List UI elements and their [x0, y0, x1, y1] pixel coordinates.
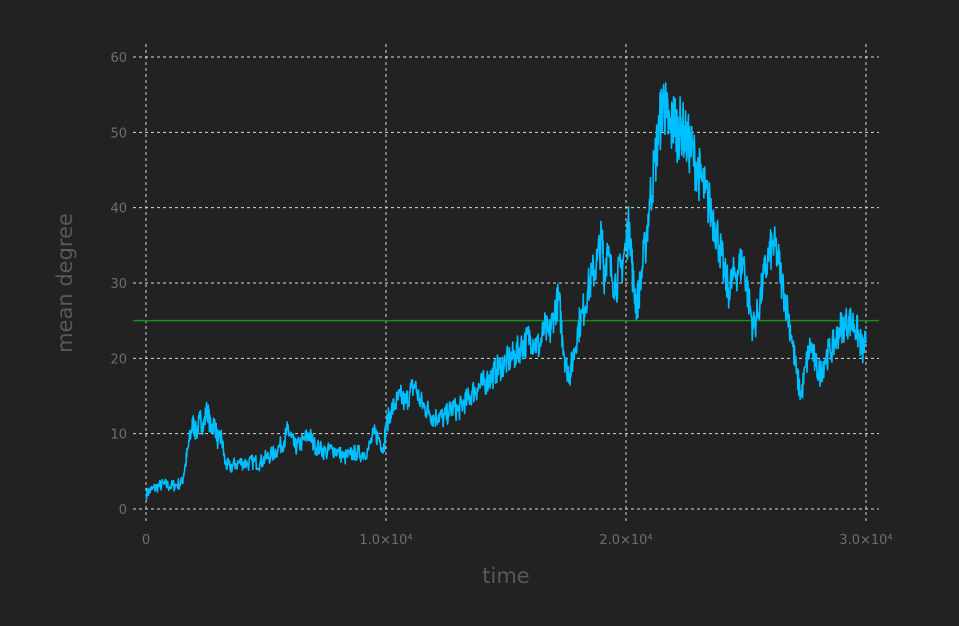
- y-tick-label: 40: [110, 202, 127, 217]
- y-axis-label: mean degree: [53, 213, 77, 353]
- y-tick-label: 50: [110, 126, 127, 141]
- y-tick-label: 20: [110, 352, 127, 367]
- x-tick-label: 3.0×10⁴: [839, 533, 892, 548]
- x-axis-label: time: [482, 564, 529, 588]
- y-tick-label: 0: [119, 503, 127, 518]
- x-tick-label: 0: [142, 533, 150, 548]
- y-tick-label: 30: [110, 277, 127, 292]
- series-line: [145, 82, 867, 500]
- y-tick-labels: 0 10 20 30 40 50 60: [110, 51, 127, 518]
- x-tick-labels: 0 1.0×10⁴ 2.0×10⁴ 3.0×10⁴: [142, 533, 893, 548]
- x-tick-label: 1.0×10⁴: [359, 533, 412, 548]
- y-tick-label: 60: [110, 51, 127, 66]
- grid: [133, 44, 879, 522]
- x-tick-label: 2.0×10⁴: [599, 533, 652, 548]
- series-group: [145, 82, 867, 500]
- y-tick-label: 10: [110, 428, 127, 443]
